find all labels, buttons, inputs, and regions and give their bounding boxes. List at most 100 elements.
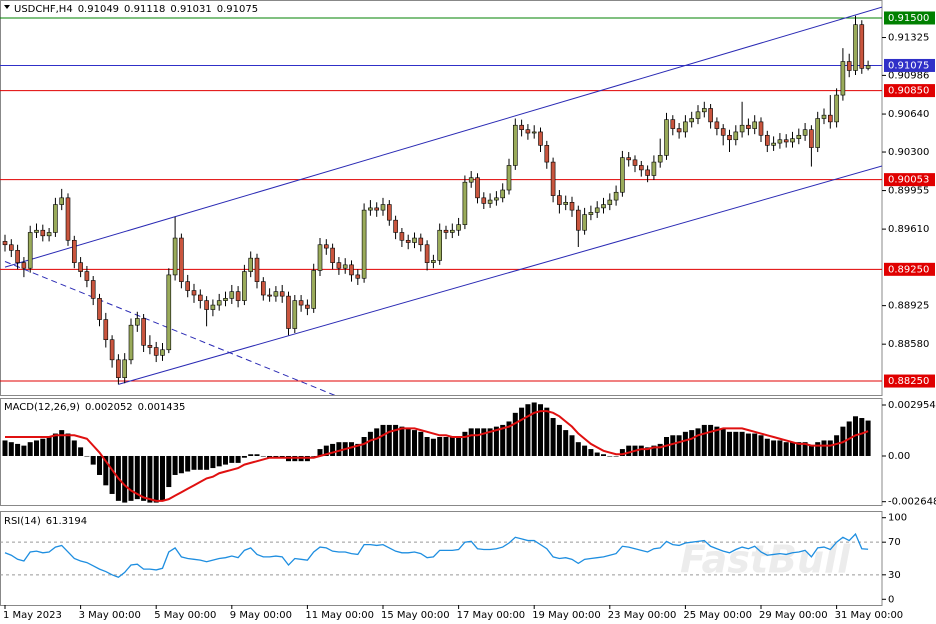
candle-body (746, 124, 751, 129)
candle-body (166, 274, 172, 351)
y-tick-label: 0.90986 (888, 70, 929, 81)
panel-title: MACD(12,26,9) (4, 402, 80, 413)
macd-bar (393, 424, 399, 456)
macd-bar (739, 431, 745, 456)
menu-triangle[interactable] (4, 5, 10, 9)
macd-bar (808, 445, 814, 456)
candle-body (153, 347, 159, 356)
candle-body (298, 300, 304, 306)
plot-layer: 0.91325 0.90986 0.90640 0.90300 0.89955 0.896… (0, 4, 936, 621)
rsi-panel-frame (0, 511, 883, 606)
macd-bar (695, 428, 701, 456)
candle-body (538, 131, 543, 146)
macd-bar (122, 455, 128, 503)
level-label: 0.90053 (888, 175, 929, 186)
macd-bar (418, 431, 424, 456)
candle-body (651, 161, 657, 176)
candle-body (185, 281, 190, 291)
macd-bar (487, 428, 493, 456)
macd-bar (758, 435, 764, 456)
candle-body (172, 237, 178, 276)
level-label-box (884, 262, 935, 276)
candle-body (588, 212, 594, 215)
level-label: 0.88250 (888, 376, 929, 387)
candle-body (160, 349, 165, 356)
candle-body (771, 142, 776, 146)
macd-bar (374, 428, 380, 456)
macd-bar (216, 455, 222, 467)
candle-body (853, 24, 858, 71)
candle-body (90, 280, 96, 299)
macd-bar (733, 431, 739, 456)
candle-body (657, 155, 663, 163)
macd-bar (65, 433, 71, 456)
candle-body (311, 270, 317, 309)
candle-body (620, 157, 625, 193)
candle-body (330, 247, 335, 263)
macd-bar (109, 455, 115, 494)
macd-bar (538, 404, 543, 456)
candle-body (544, 145, 550, 163)
candle-body (40, 229, 46, 237)
candle-body (670, 119, 676, 129)
macd-bar (475, 428, 480, 456)
candle-body (267, 294, 272, 297)
level-label-box (884, 11, 935, 25)
macd-bar (689, 430, 695, 456)
macd-bar (752, 433, 758, 456)
macd-bar (84, 455, 90, 457)
macd-bar (386, 424, 392, 456)
candle-body (752, 121, 758, 129)
level-label-box (884, 58, 935, 72)
macd-bar (141, 455, 147, 501)
macd-bar (645, 447, 651, 456)
macd-bar (399, 426, 405, 456)
macd-bar (525, 404, 531, 456)
macd-bar (424, 437, 430, 456)
macd-bar (97, 455, 102, 475)
candle-body (783, 139, 789, 143)
macd-bar (2, 440, 8, 456)
macd-bar (367, 431, 373, 456)
x-tick-label: 31 May 00:00 (835, 610, 904, 621)
candle-body (462, 181, 468, 225)
candle-body (405, 239, 411, 243)
macd-bar (588, 449, 594, 456)
candle-body (569, 202, 575, 211)
y-tick-label: 70 (888, 537, 901, 548)
candle-body (65, 197, 71, 241)
candle-body (355, 274, 361, 279)
level-label: 0.91500 (888, 13, 929, 24)
macd-bar (544, 407, 550, 456)
macd-bar (361, 437, 367, 456)
macd-bar (506, 421, 512, 456)
candle-body (393, 219, 398, 233)
y-tick-label: 0.88580 (888, 339, 929, 350)
candle-body (664, 119, 669, 156)
candle-body (116, 359, 121, 378)
macd-bar (500, 424, 506, 456)
candle-body (53, 204, 58, 233)
panel-header: RSI(14) 61.3194 (4, 516, 87, 527)
candle-body (758, 121, 764, 136)
candle-body (645, 169, 650, 176)
macd-bar (59, 430, 65, 456)
macd-bar (235, 455, 241, 463)
macd-bar (147, 455, 153, 503)
candle-body (72, 239, 77, 263)
macd-bar (619, 449, 625, 456)
y-tick-label: 0.88925 (888, 301, 929, 312)
candle-body (235, 291, 241, 301)
candle-body (380, 204, 386, 211)
macd-bar (827, 440, 833, 456)
macd-bar (607, 455, 613, 457)
x-tick-label: 9 May 00:00 (230, 610, 292, 621)
macd-bar (153, 455, 159, 503)
y-tick-label: 0 (888, 594, 894, 605)
macd-bar (34, 440, 39, 456)
level-label-box (884, 374, 935, 388)
y-tick-label: 30 (888, 570, 901, 581)
candle-body (506, 165, 512, 191)
macd-bar (594, 452, 600, 456)
